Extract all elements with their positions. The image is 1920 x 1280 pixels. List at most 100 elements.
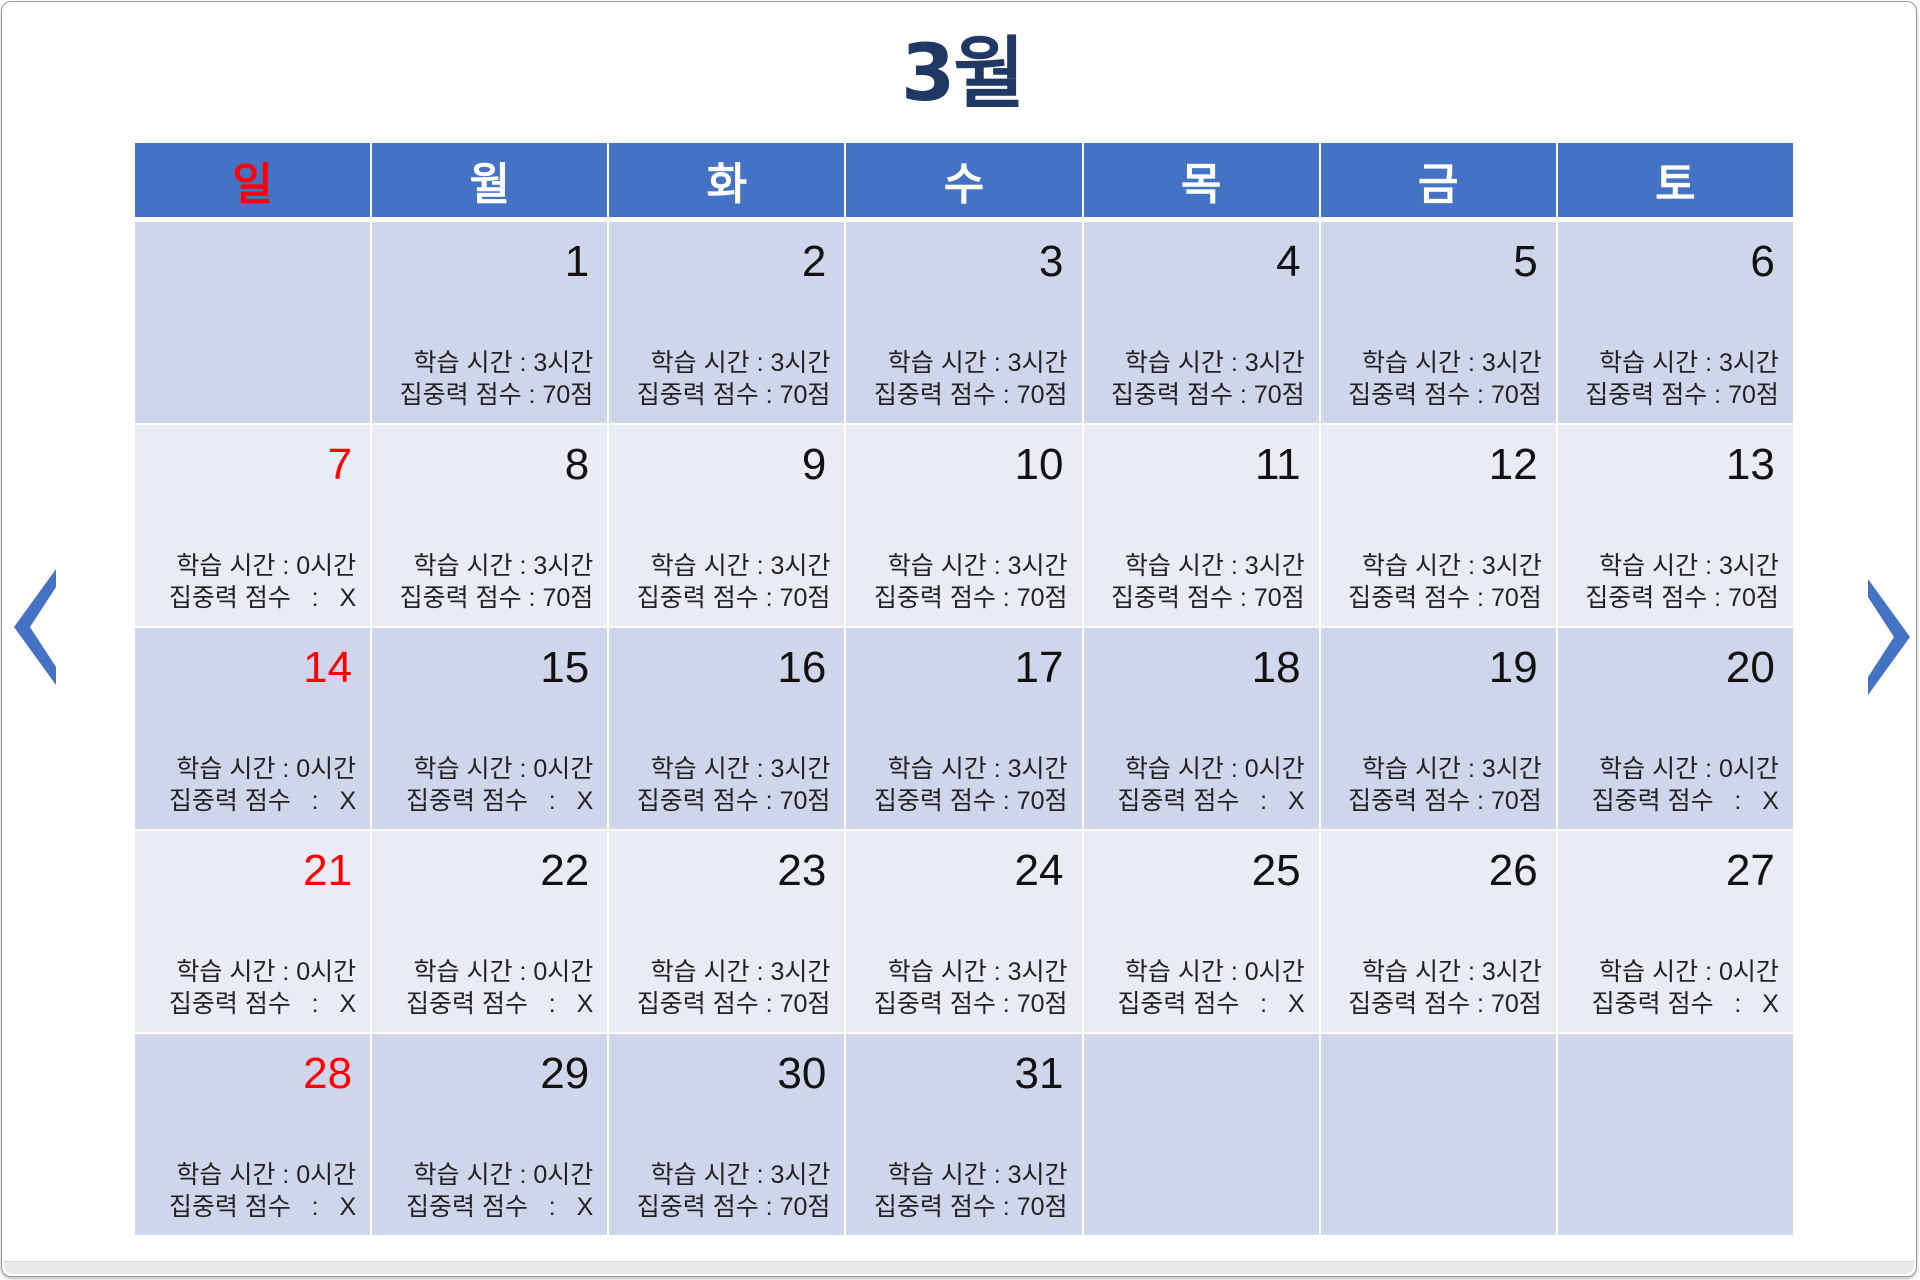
weekday-header-row: 일 월 화 수 목 금 토 — [135, 143, 1793, 217]
bottom-bar — [4, 1261, 1914, 1274]
day-cell-8[interactable]: 8 학습 시간 : 3시간 집중력 점수 : 70점 — [372, 425, 608, 626]
day-stats: 학습 시간 : 3시간 집중력 점수 : 70점 — [1348, 956, 1542, 1020]
week-row: 14 학습 시간 : 0시간 집중력 점수 : X 15 학습 시간 : 0시간 집중력 … — [135, 628, 1793, 829]
focus-score-text: 집중력 점수 : X — [168, 584, 357, 612]
study-time-text: 학습 시간 : 0시간 — [176, 1161, 357, 1189]
day-cell-11[interactable]: 11 학습 시간 : 3시간 집중력 점수 : 70점 — [1083, 425, 1319, 626]
date-number: 10 — [1014, 440, 1064, 489]
day-cell-3[interactable]: 3 학습 시간 : 3시간 집중력 점수 : 70점 — [846, 222, 1082, 423]
study-time-text: 학습 시간 : 0시간 — [176, 552, 357, 580]
empty-day-cell — [1557, 1034, 1793, 1235]
day-stats: 학습 시간 : 0시간 집중력 점수 : X — [1117, 753, 1304, 817]
study-time-text: 학습 시간 : 0시간 — [176, 958, 357, 986]
focus-score-text: 집중력 점수 : 70점 — [1348, 787, 1542, 815]
day-cell-10[interactable]: 10 학습 시간 : 3시간 집중력 점수 : 70점 — [846, 425, 1082, 626]
focus-score-text: 집중력 점수 : 70점 — [636, 584, 831, 612]
day-cell-25[interactable]: 25 학습 시간 : 0시간 집중력 점수 : X — [1083, 831, 1319, 1032]
empty-day-cell — [135, 222, 371, 423]
study-time-text: 학습 시간 : 3시간 — [650, 958, 831, 986]
date-number: 22 — [540, 846, 590, 895]
focus-score-text: 집중력 점수 : 70점 — [1585, 381, 1779, 409]
study-time-text: 학습 시간 : 3시간 — [650, 349, 831, 377]
day-cell-1[interactable]: 1 학습 시간 : 3시간 집중력 점수 : 70점 — [372, 222, 608, 423]
day-stats: 학습 시간 : 0시간 집중력 점수 : X — [1592, 753, 1779, 817]
day-cell-22[interactable]: 22 학습 시간 : 0시간 집중력 점수 : X — [372, 831, 608, 1032]
day-cell-17[interactable]: 17 학습 시간 : 3시간 집중력 점수 : 70점 — [846, 628, 1082, 829]
day-cell-7[interactable]: 7 학습 시간 : 0시간 집중력 점수 : X — [135, 425, 371, 626]
study-time-text: 학습 시간 : 3시간 — [650, 755, 831, 783]
day-cell-27[interactable]: 27 학습 시간 : 0시간 집중력 점수 : X — [1557, 831, 1793, 1032]
next-month-arrow[interactable] — [1868, 579, 1910, 695]
day-stats: 학습 시간 : 0시간 집중력 점수 : X — [169, 956, 356, 1020]
day-cell-5[interactable]: 5 학습 시간 : 3시간 집중력 점수 : 70점 — [1320, 222, 1556, 423]
focus-score-text: 집중력 점수 : 70점 — [1111, 584, 1305, 612]
study-time-text: 학습 시간 : 3시간 — [413, 349, 594, 377]
calendar-grid: 일 월 화 수 목 금 토 1 학습 시간 : 3시간 집중력 점수 : 70점 2 학… — [135, 143, 1793, 1235]
focus-score-text: 집중력 점수 : 70점 — [1111, 381, 1305, 409]
chevron-left-icon[interactable] — [10, 567, 60, 687]
day-cell-21[interactable]: 21 학습 시간 : 0시간 집중력 점수 : X — [135, 831, 371, 1032]
day-stats: 학습 시간 : 0시간 집중력 점수 : X — [406, 753, 593, 817]
study-time-text: 학습 시간 : 3시간 — [1362, 349, 1542, 377]
day-cell-24[interactable]: 24 학습 시간 : 3시간 집중력 점수 : 70점 — [846, 831, 1082, 1032]
empty-day-cell — [1320, 1034, 1556, 1235]
date-number: 2 — [801, 237, 827, 286]
study-time-text: 학습 시간 : 3시간 — [1124, 552, 1305, 580]
focus-score-text: 집중력 점수 : X — [168, 1193, 357, 1221]
day-cell-29[interactable]: 29 학습 시간 : 0시간 집중력 점수 : X — [372, 1034, 608, 1235]
study-time-text: 학습 시간 : 3시간 — [650, 1161, 831, 1189]
prev-month-arrow[interactable] — [14, 569, 56, 685]
study-time-text: 학습 시간 : 3시간 — [887, 1161, 1068, 1189]
day-cell-18[interactable]: 18 학습 시간 : 0시간 집중력 점수 : X — [1083, 628, 1319, 829]
day-cell-12[interactable]: 12 학습 시간 : 3시간 집중력 점수 : 70점 — [1320, 425, 1556, 626]
focus-score-text: 집중력 점수 : X — [406, 1193, 594, 1221]
focus-score-text: 집중력 점수 : 70점 — [636, 1193, 831, 1221]
date-number: 17 — [1014, 643, 1064, 692]
date-number: 27 — [1725, 846, 1775, 895]
study-time-text: 학습 시간 : 0시간 — [1124, 755, 1305, 783]
focus-score-text: 집중력 점수 : X — [1117, 990, 1305, 1018]
day-stats: 학습 시간 : 3시간 집중력 점수 : 70점 — [637, 753, 831, 817]
day-cell-26[interactable]: 26 학습 시간 : 3시간 집중력 점수 : 70점 — [1320, 831, 1556, 1032]
day-stats: 학습 시간 : 3시간 집중력 점수 : 70점 — [637, 956, 831, 1020]
study-time-text: 학습 시간 : 3시간 — [1362, 552, 1542, 580]
day-stats: 학습 시간 : 3시간 집중력 점수 : 70점 — [1348, 753, 1542, 817]
day-stats: 학습 시간 : 3시간 집중력 점수 : 70점 — [874, 956, 1068, 1020]
date-number: 30 — [777, 1049, 827, 1098]
day-cell-16[interactable]: 16 학습 시간 : 3시간 집중력 점수 : 70점 — [609, 628, 845, 829]
date-number: 24 — [1014, 846, 1064, 895]
date-number: 16 — [777, 643, 827, 692]
day-cell-31[interactable]: 31 학습 시간 : 3시간 집중력 점수 : 70점 — [846, 1034, 1082, 1235]
study-time-text: 학습 시간 : 3시간 — [650, 552, 831, 580]
day-stats: 학습 시간 : 3시간 집중력 점수 : 70점 — [400, 347, 594, 411]
day-cell-23[interactable]: 23 학습 시간 : 3시간 집중력 점수 : 70점 — [609, 831, 845, 1032]
study-time-text: 학습 시간 : 3시간 — [887, 958, 1068, 986]
chevron-right-icon[interactable] — [1864, 577, 1914, 697]
day-cell-14[interactable]: 14 학습 시간 : 0시간 집중력 점수 : X — [135, 628, 371, 829]
study-time-text: 학습 시간 : 0시간 — [1124, 958, 1305, 986]
day-cell-15[interactable]: 15 학습 시간 : 0시간 집중력 점수 : X — [372, 628, 608, 829]
day-stats: 학습 시간 : 0시간 집중력 점수 : X — [406, 1159, 593, 1223]
day-cell-6[interactable]: 6 학습 시간 : 3시간 집중력 점수 : 70점 — [1557, 222, 1793, 423]
day-cell-4[interactable]: 4 학습 시간 : 3시간 집중력 점수 : 70점 — [1083, 222, 1319, 423]
date-number: 29 — [540, 1049, 590, 1098]
day-cell-13[interactable]: 13 학습 시간 : 3시간 집중력 점수 : 70점 — [1557, 425, 1793, 626]
day-stats: 학습 시간 : 0시간 집중력 점수 : X — [1592, 956, 1779, 1020]
focus-score-text: 집중력 점수 : 70점 — [636, 381, 831, 409]
week-row: 7 학습 시간 : 0시간 집중력 점수 : X 8 학습 시간 : 3시간 집중력 점수… — [135, 425, 1793, 626]
day-cell-9[interactable]: 9 학습 시간 : 3시간 집중력 점수 : 70점 — [609, 425, 845, 626]
day-cell-19[interactable]: 19 학습 시간 : 3시간 집중력 점수 : 70점 — [1320, 628, 1556, 829]
focus-score-text: 집중력 점수 : 70점 — [1585, 584, 1779, 612]
empty-day-cell — [1083, 1034, 1319, 1235]
day-cell-20[interactable]: 20 학습 시간 : 0시간 집중력 점수 : X — [1557, 628, 1793, 829]
date-number: 8 — [564, 440, 590, 489]
study-time-text: 학습 시간 : 3시간 — [1124, 349, 1305, 377]
date-number: 5 — [1513, 237, 1538, 286]
day-cell-28[interactable]: 28 학습 시간 : 0시간 집중력 점수 : X — [135, 1034, 371, 1235]
